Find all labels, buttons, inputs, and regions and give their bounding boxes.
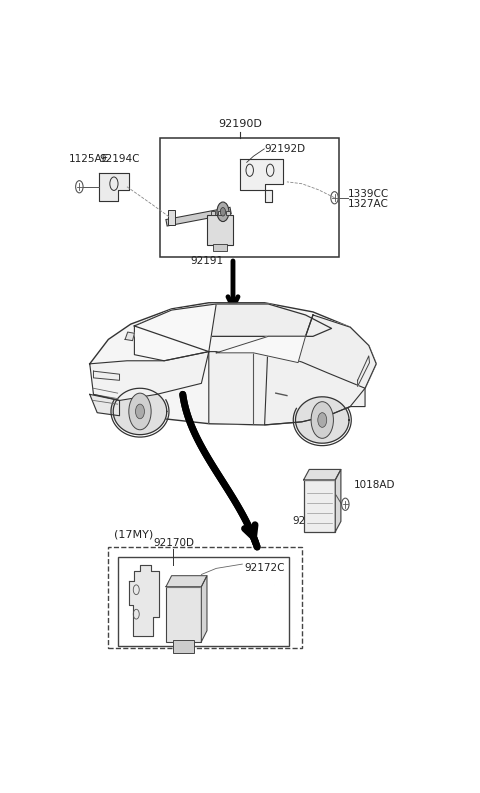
Polygon shape <box>90 303 376 425</box>
Polygon shape <box>134 304 332 336</box>
Bar <box>166 587 202 642</box>
Circle shape <box>318 412 327 427</box>
Polygon shape <box>216 336 305 362</box>
Text: 92190D: 92190D <box>218 119 263 128</box>
Text: 1018AD: 1018AD <box>354 480 396 490</box>
Text: 92172C: 92172C <box>244 563 285 573</box>
Polygon shape <box>358 356 370 386</box>
Text: 92192D: 92192D <box>264 144 306 154</box>
Polygon shape <box>134 304 216 361</box>
Polygon shape <box>296 396 349 443</box>
Polygon shape <box>99 173 129 201</box>
Bar <box>118 557 289 646</box>
Circle shape <box>311 402 334 439</box>
Bar <box>160 138 339 257</box>
Polygon shape <box>240 159 283 202</box>
Bar <box>226 211 230 216</box>
Text: 92170D: 92170D <box>292 516 334 527</box>
Polygon shape <box>90 351 209 400</box>
Polygon shape <box>166 576 207 587</box>
Polygon shape <box>209 351 365 425</box>
Polygon shape <box>264 315 376 425</box>
Polygon shape <box>129 565 158 635</box>
Bar <box>218 211 223 216</box>
Polygon shape <box>304 469 341 480</box>
Bar <box>213 243 228 251</box>
Text: 1339CC: 1339CC <box>348 189 390 199</box>
Polygon shape <box>113 389 167 435</box>
Bar <box>211 211 215 216</box>
Polygon shape <box>335 469 341 532</box>
Text: 92170D: 92170D <box>153 538 194 548</box>
Polygon shape <box>125 332 134 341</box>
Polygon shape <box>90 394 120 416</box>
Bar <box>304 480 335 532</box>
Circle shape <box>129 393 151 430</box>
Polygon shape <box>202 576 207 642</box>
Bar <box>207 216 233 245</box>
Text: (17MY): (17MY) <box>114 529 153 539</box>
Text: 1125AE: 1125AE <box>69 155 109 164</box>
Polygon shape <box>94 371 120 381</box>
Bar <box>108 547 302 648</box>
Circle shape <box>220 208 226 216</box>
Text: 92194C: 92194C <box>99 155 140 164</box>
Text: 1327AC: 1327AC <box>348 199 389 209</box>
Circle shape <box>217 202 229 221</box>
Bar <box>173 641 194 653</box>
Circle shape <box>135 404 144 419</box>
Bar <box>168 210 175 225</box>
Text: 92191: 92191 <box>191 256 224 266</box>
